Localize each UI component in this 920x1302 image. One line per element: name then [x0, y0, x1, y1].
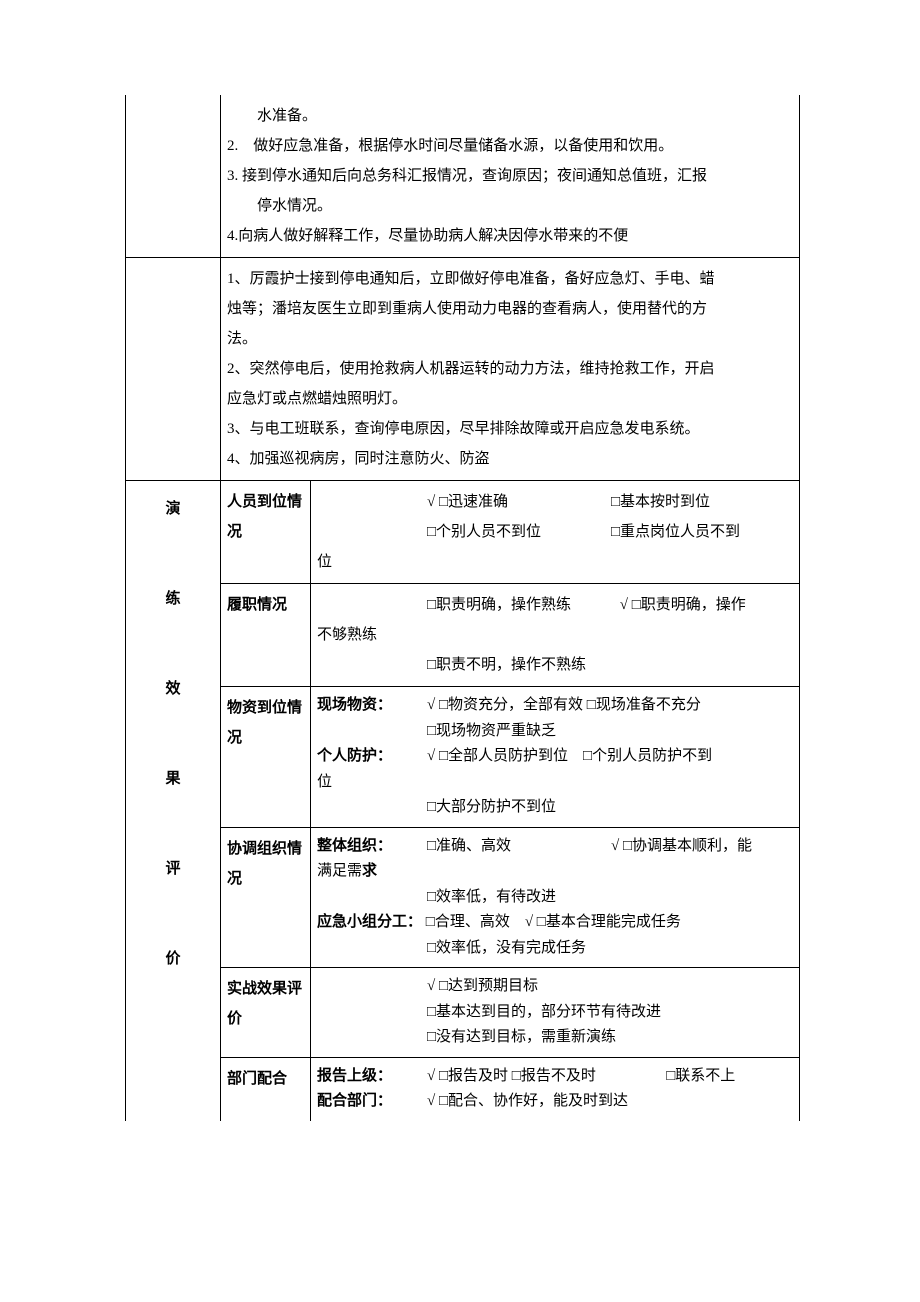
e-l2: □基本达到目的，部分环节有待改进	[317, 1000, 795, 1026]
dp-h2: 配合部门：	[317, 1089, 427, 1115]
dp-h1b: □联系不上	[666, 1064, 795, 1090]
duty-label: 履职情况	[221, 584, 311, 687]
pp-l5: 应急灯或点燃蜡烛照明灯。	[227, 384, 795, 414]
m-h2b: 位	[317, 770, 795, 796]
wp-l5: 4.向病人做好解释工作，尽量协助病人解决因停水带来的不便	[227, 221, 795, 251]
evaluation-table: 水准备。 2. 做好应急准备，根据停水时间尽量储备水源，以备使用和饮用。 3. …	[125, 95, 800, 1121]
personnel-content: √ □迅速准确 □基本按时到位 □个别人员不到位 □重点岗位人员不到 位	[311, 481, 800, 584]
dept-label: 部门配合	[221, 1057, 311, 1121]
e-l3: □没有达到目标，需重新演练	[317, 1025, 795, 1051]
c-h2b: □效率低，没有完成任务	[317, 936, 795, 962]
pp-l7: 4、加强巡视病房，同时注意防火、防盗	[227, 444, 795, 474]
c-h1b: √ □协调基本顺利，能	[611, 834, 795, 860]
c-h1d: □效率低，有待改进	[317, 885, 795, 911]
material-content: 现场物资： √ □物资充分，全部有效 □现场准备不充分 □现场物资严重缺乏 个人…	[311, 687, 800, 828]
coord-label: 协调组织情况	[221, 827, 311, 968]
dp-h1: 报告上级：	[317, 1064, 427, 1090]
empty-left-1	[126, 95, 221, 258]
wp-l1: 水准备。	[227, 101, 795, 131]
pp-l2: 烛等；潘培友医生立即到重病人使用动力电器的查看病人，使用替代的方	[227, 294, 795, 324]
pp-l4: 2、突然停电后，使用抢救病人机器运转的动力方法，维持抢救工作，开启	[227, 354, 795, 384]
d-l2: 不够熟练	[317, 620, 795, 650]
power-prep-block: 1、厉霞护士接到停电通知后，立即做好停电准备，备好应急灯、手电、蜡 烛等；潘培友…	[221, 258, 800, 481]
wp-l3: 3. 接到停水通知后向总务科汇报情况，查询原因；夜间通知总值班，汇报	[227, 161, 795, 191]
p-l3: 位	[317, 547, 795, 577]
wp-l4: 停水情况。	[227, 191, 795, 221]
empty-left-2	[126, 258, 221, 481]
pp-l6: 3、与电工班联系，查询停电原因，尽早排除故障或开启应急发电系统。	[227, 414, 795, 444]
m-h1b: □现场物资严重缺乏	[317, 719, 795, 745]
effect-label: 实战效果评价	[221, 968, 311, 1058]
p-l1b: □基本按时到位	[611, 487, 795, 517]
personnel-label: 人员到位情况	[221, 481, 311, 584]
pp-l3: 法。	[227, 324, 795, 354]
dp-h2a: √ □配合、协作好，能及时到达	[427, 1089, 628, 1115]
water-prep-block: 水准备。 2. 做好应急准备，根据停水时间尽量储备水源，以备使用和饮用。 3. …	[221, 95, 800, 258]
m-h2: 个人防护：	[317, 744, 427, 770]
m-h2a: √ □全部人员防护到位 □个别人员防护不到	[427, 744, 712, 770]
d-l1a: □职责明确，操作熟练	[427, 590, 620, 620]
wp-l2: 2. 做好应急准备，根据停水时间尽量储备水源，以备使用和饮用。	[227, 131, 795, 161]
c-h2: 应急小组分工：	[317, 914, 422, 930]
p-l2b: □重点岗位人员不到	[611, 517, 795, 547]
e-l1: √ □达到预期目标	[317, 974, 795, 1000]
material-label: 物资到位情况	[221, 687, 311, 828]
m-h2c: □大部分防护不到位	[317, 795, 795, 821]
m-h1a: √ □物资充分，全部有效 □现场准备不充分	[427, 693, 701, 719]
m-h1: 现场物资：	[317, 693, 427, 719]
d-l1b: √ □职责明确，操作	[620, 590, 795, 620]
p-l1a: √ □迅速准确	[427, 487, 611, 517]
c-h1: 整体组织：	[317, 834, 427, 860]
dept-content: 报告上级： √ □报告及时 □报告不及时 □联系不上 配合部门： √ □配合、协…	[311, 1057, 800, 1121]
eval-header-cell: 演练效果评价	[126, 481, 221, 1121]
effect-content: √ □达到预期目标 □基本达到目的，部分环节有待改进 □没有达到目标，需重新演练	[311, 968, 800, 1058]
duty-content: □职责明确，操作熟练 √ □职责明确，操作 不够熟练 □职责不明，操作不熟练	[311, 584, 800, 687]
c-h1c: 满足需	[317, 863, 362, 879]
pp-l1: 1、厉霞护士接到停电通知后，立即做好停电准备，备好应急灯、手电、蜡	[227, 264, 795, 294]
p-l2a: □个别人员不到位	[427, 517, 611, 547]
coord-content: 整体组织： □准确、高效 √ □协调基本顺利，能 满足需求 □效率低，有待改进 …	[311, 827, 800, 968]
c-h1c2: 求	[362, 863, 377, 879]
d-l3: □职责不明，操作不熟练	[317, 650, 795, 680]
c-h1a: □准确、高效	[427, 834, 611, 860]
c-h2a: □合理、高效 √ □基本合理能完成任务	[426, 914, 681, 930]
dp-h1a: √ □报告及时 □报告不及时	[427, 1064, 666, 1090]
eval-header: 演练效果评价	[130, 487, 216, 982]
